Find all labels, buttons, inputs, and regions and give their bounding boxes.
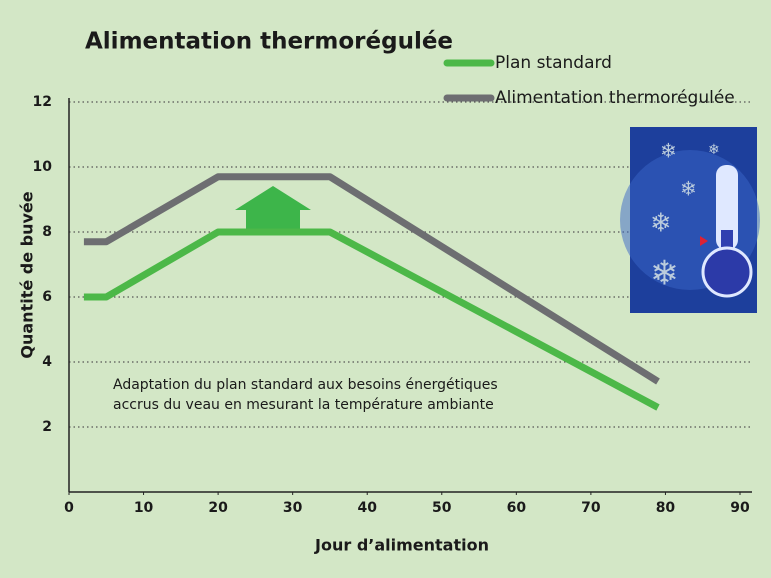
annotation: accrus du veau en mesurant la températur… bbox=[113, 397, 494, 413]
svg-text:❄: ❄ bbox=[680, 177, 697, 201]
legend-label: Alimentation thermorégulée bbox=[495, 88, 735, 108]
chart-title: Alimentation thermorégulée bbox=[85, 29, 453, 55]
y-axis-label: Quantité de buvée bbox=[18, 191, 37, 358]
x-tick-label: 40 bbox=[357, 500, 377, 516]
y-tick-label: 6 bbox=[42, 289, 52, 305]
legend-label: Plan standard bbox=[495, 53, 612, 73]
svg-text:❄: ❄ bbox=[650, 254, 679, 294]
x-axis-label: Jour d’alimentation bbox=[314, 536, 489, 555]
x-tick-label: 20 bbox=[208, 500, 228, 516]
thermometer-picture: ❄ ❄ ❄ ❄ ❄ bbox=[620, 127, 760, 313]
x-tick-label: 30 bbox=[283, 500, 303, 516]
y-tick-label: 4 bbox=[42, 354, 52, 370]
x-tick-label: 0 bbox=[64, 500, 74, 516]
x-tick-label: 90 bbox=[730, 500, 750, 516]
x-tick-label: 60 bbox=[507, 500, 527, 516]
svg-text:❄: ❄ bbox=[708, 142, 720, 158]
x-tick-label: 10 bbox=[134, 500, 154, 516]
svg-text:❄: ❄ bbox=[660, 139, 677, 163]
svg-text:❄: ❄ bbox=[650, 209, 672, 239]
y-tick-label: 8 bbox=[42, 224, 52, 240]
chart: Alimentation thermorégulée Jour d’alimen… bbox=[0, 0, 771, 578]
y-tick-label: 10 bbox=[33, 159, 53, 175]
annotation: Adaptation du plan standard aux besoins … bbox=[113, 377, 498, 393]
y-tick-label: 12 bbox=[33, 94, 52, 110]
y-tick-label: 2 bbox=[42, 419, 52, 435]
x-tick-label: 80 bbox=[656, 500, 676, 516]
x-tick-label: 50 bbox=[432, 500, 452, 516]
x-tick-label: 70 bbox=[581, 500, 601, 516]
